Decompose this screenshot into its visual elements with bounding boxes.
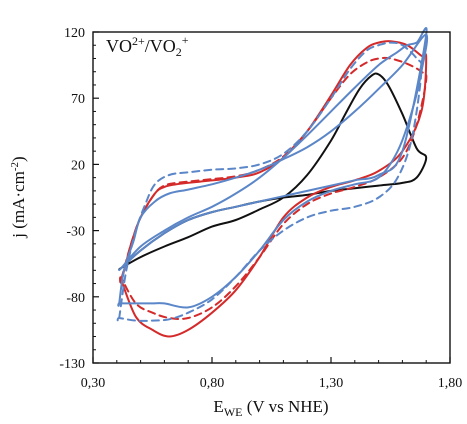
annotation-sup2: +: [182, 33, 189, 47]
cv-curve-blue-dashed-5: [116, 41, 423, 323]
y-tick-label: -30: [66, 225, 85, 240]
y-tick-label: 120: [64, 26, 85, 41]
x-tick-label: 0,30: [81, 376, 106, 391]
y-tick-label: -80: [66, 291, 85, 306]
y-tick-label: -130: [59, 357, 85, 372]
x-tick-label: 1,80: [438, 376, 463, 391]
x-axis-title-base: E: [213, 397, 223, 416]
y-tick-label: 20: [71, 158, 85, 173]
tick-labels: 0,30 0,80 1,30 1,80 120 70 20 -30 -80 -130: [59, 26, 462, 391]
cv-curve-blue-4: [118, 27, 428, 272]
reaction-annotation: VO2+/VO2+: [106, 33, 189, 59]
x-tick-label: 0,80: [200, 376, 225, 391]
annotation-sup1: 2+: [132, 34, 145, 48]
y-axis-title-post: ): [9, 156, 28, 162]
x-axis-title-rest: (V vs NHE): [242, 397, 328, 416]
annotation-sub2: 2: [176, 45, 182, 59]
series-layer: [116, 27, 429, 338]
y-axis-title-sup: -2: [9, 162, 21, 171]
annotation-base: VO: [106, 36, 132, 56]
y-tick-label: 70: [71, 92, 85, 107]
y-axis-title: j (mA·cm-2): [9, 156, 28, 238]
annotation-mid: /VO: [145, 36, 176, 56]
y-axis-title-pre: j (mA·cm: [9, 171, 28, 239]
x-axis-title: EWE (V vs NHE): [213, 397, 328, 419]
x-tick-label: 1,30: [319, 376, 344, 391]
plot-frame: [92, 31, 451, 364]
cv-curve-red-1: [119, 40, 428, 338]
x-axis-title-sub: WE: [224, 405, 243, 419]
